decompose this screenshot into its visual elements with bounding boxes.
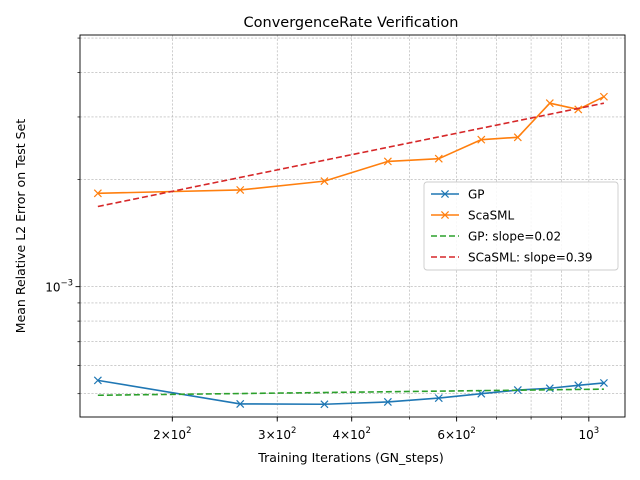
data-point — [599, 378, 608, 387]
data-point — [93, 376, 102, 385]
data-point — [320, 400, 329, 409]
x-tick-label: 103 — [578, 426, 599, 442]
data-point — [434, 394, 443, 403]
data-point-stroke — [599, 378, 608, 387]
data-point-stroke — [93, 189, 102, 198]
legend: GP ScaSML GP: slope=0.02 SCaSML: slope=0.39 — [423, 181, 619, 271]
data-point-stroke — [93, 376, 102, 385]
data-point — [320, 177, 329, 186]
legend-label: ScaSML — [468, 209, 515, 223]
data-point — [434, 154, 443, 163]
x-tick-label: 2×102 — [153, 426, 191, 442]
data-point-stroke — [477, 389, 486, 398]
data-point — [383, 397, 392, 406]
legend-swatch-marker — [440, 189, 450, 199]
data-point — [236, 399, 245, 408]
y-tick-label: 10−3 — [45, 279, 73, 295]
data-point-stroke — [236, 399, 245, 408]
x-axis-label: Training Iterations (GN_steps) — [257, 450, 443, 465]
data-point-stroke — [574, 105, 583, 114]
x-tick-label: 4×102 — [332, 426, 370, 442]
data-point — [545, 99, 554, 108]
chart-title: ConvergenceRate Verification — [244, 15, 459, 31]
series-line-2 — [97, 388, 604, 397]
data-point-stroke — [599, 92, 608, 101]
data-point-stroke — [320, 177, 329, 186]
data-point-stroke — [545, 99, 554, 108]
data-point — [236, 185, 245, 194]
data-point-stroke — [320, 400, 329, 409]
data-point-stroke — [236, 185, 245, 194]
legend-label: SCaSML: slope=0.39 — [468, 251, 593, 265]
data-point-stroke — [434, 154, 443, 163]
y-axis-label: Mean Relative L2 Error on Test Set — [13, 119, 28, 334]
x-tick-label: 6×102 — [437, 426, 475, 442]
legend-box — [423, 181, 619, 271]
data-point-stroke — [434, 394, 443, 403]
data-point-stroke — [383, 157, 392, 166]
legend-label: GP — [468, 188, 485, 202]
data-point — [93, 189, 102, 198]
data-point — [513, 133, 522, 142]
data-point — [599, 92, 608, 101]
data-point — [383, 157, 392, 166]
data-point-stroke — [513, 133, 522, 142]
data-point-stroke — [574, 381, 583, 390]
data-point-stroke — [477, 135, 486, 144]
data-point — [477, 135, 486, 144]
series-line-3 — [97, 102, 605, 208]
data-point-stroke — [383, 397, 392, 406]
data-point-stroke — [545, 384, 554, 393]
series-line-0 — [97, 379, 604, 406]
series-line-1 — [97, 96, 605, 195]
x-tick-label: 3×102 — [258, 426, 296, 442]
data-point — [574, 105, 583, 114]
axes: 2×102 3×102 4×102 6×102 103 10−3 — [45, 34, 626, 442]
data-point — [574, 381, 583, 390]
plot-frame — [79, 34, 626, 418]
series-layer — [93, 92, 608, 409]
legend-label: GP: slope=0.02 — [468, 230, 561, 244]
data-point — [545, 384, 554, 393]
legend-swatch-marker — [440, 210, 450, 220]
